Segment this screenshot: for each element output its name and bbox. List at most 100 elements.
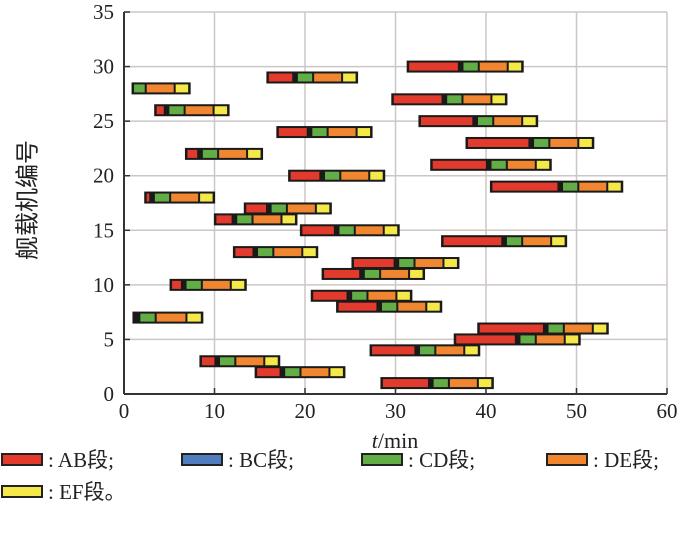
legend-label: : EF段。	[48, 480, 126, 504]
segment-EF	[343, 73, 356, 82]
segment-AB	[268, 73, 293, 82]
x-tick-label: 60	[657, 399, 678, 423]
segment-EF	[282, 215, 295, 224]
x-tick-label: 20	[295, 399, 316, 423]
segment-DE	[314, 73, 342, 82]
segment-AB	[456, 335, 515, 344]
segment-EF	[465, 346, 478, 355]
aircraft-bar-10	[169, 278, 247, 291]
segment-CD	[520, 335, 535, 344]
segment-DE	[368, 291, 396, 300]
legend-item-BC: : BC段;	[181, 448, 294, 472]
segment-EF	[410, 269, 423, 278]
segment-AB	[420, 117, 473, 126]
aircraft-bar-6	[477, 322, 609, 335]
legend-item-DE: : DE段;	[546, 448, 659, 472]
segment-DE	[536, 335, 564, 344]
segment-BC	[267, 204, 270, 213]
segment-EF	[200, 193, 213, 202]
segment-EF	[370, 171, 383, 180]
segment-CD	[399, 259, 414, 268]
segment-CD	[352, 291, 367, 300]
segment-EF	[565, 335, 579, 344]
segment-AB	[172, 280, 181, 289]
segment-BC	[233, 215, 236, 224]
legend: : AB段; : BC段; : CD段; : DE段; : EF段。	[1, 448, 659, 504]
segment-EF	[444, 259, 457, 268]
segment-DE	[479, 62, 507, 71]
y-axis-label: 舰载机编号	[15, 140, 42, 260]
x-tick-label: 10	[204, 399, 225, 423]
segment-EF	[552, 237, 565, 246]
grid	[123, 11, 668, 395]
segment-BC	[395, 259, 398, 268]
legend-label: : AB段;	[48, 448, 114, 472]
x-axis-label-unit: /min	[378, 428, 418, 453]
segment-DE	[436, 346, 464, 355]
segment-DE	[579, 182, 607, 191]
aircraft-bar-20	[288, 169, 386, 182]
segment-CD	[325, 171, 340, 180]
segment-CD	[186, 280, 201, 289]
segment-AB	[372, 346, 415, 355]
segment-EF	[478, 379, 492, 388]
segment-CD	[433, 379, 448, 388]
segment-BC	[151, 193, 153, 202]
legend-label: : CD段;	[408, 448, 475, 472]
segment-EF	[357, 128, 371, 137]
y-tick-label: 35	[93, 0, 114, 24]
segment-BC	[429, 379, 432, 388]
aircraft-bar-21	[430, 158, 552, 171]
x-tick-label: 50	[566, 399, 587, 423]
legend-label: : BC段;	[228, 448, 294, 472]
segment-EF	[593, 324, 607, 333]
segment-EF	[316, 204, 330, 213]
segment-EF	[303, 248, 316, 257]
segment-CD	[420, 346, 435, 355]
segment-CD	[491, 160, 506, 169]
segment-AB	[432, 160, 486, 169]
segment-BC	[321, 171, 324, 180]
x-axis-label: t/min	[372, 428, 418, 453]
segment-BC	[294, 73, 296, 82]
y-tick-label: 0	[104, 382, 115, 406]
aircraft-bar-3	[199, 355, 281, 368]
segment-DE	[507, 160, 535, 169]
aircraft-bar-15	[299, 224, 400, 237]
y-tick-label: 30	[93, 55, 114, 79]
segment-DE	[449, 379, 477, 388]
segment-AB	[443, 237, 502, 246]
segment-AB	[353, 259, 394, 268]
segment-DE	[219, 149, 247, 158]
segment-BC	[216, 357, 219, 366]
aircraft-bar-25	[418, 115, 539, 128]
aircraft-bar-9	[310, 289, 413, 302]
segment-BC	[516, 335, 519, 344]
segment-DE	[156, 313, 186, 322]
segment-BC	[254, 248, 257, 257]
y-tick-label: 10	[93, 273, 114, 297]
segment-CD	[563, 182, 578, 191]
segment-EF	[523, 117, 536, 126]
y-tick-label: 5	[104, 327, 115, 351]
legend-item-AB: : AB段;	[1, 448, 114, 472]
segment-CD	[463, 62, 478, 71]
segment-CD	[506, 237, 522, 246]
x-tick-label: 0	[119, 399, 130, 423]
segment-DE	[236, 357, 264, 366]
aircraft-bar-17	[243, 202, 332, 215]
segment-EF	[248, 149, 261, 158]
legend-item-CD: : CD段;	[361, 448, 475, 472]
segment-AB	[290, 171, 320, 180]
aircraft-bar-14	[441, 235, 568, 248]
aircraft-bar-29	[266, 71, 359, 84]
segment-CD	[477, 117, 493, 126]
legend-item-EF: : EF段。	[1, 480, 126, 504]
segment-DE	[564, 324, 592, 333]
legend-swatch	[1, 485, 43, 498]
aircraft-bar-13	[232, 246, 319, 259]
aircraft-bar-23	[465, 136, 595, 149]
segment-CD	[154, 193, 170, 202]
segment-BC	[182, 280, 185, 289]
